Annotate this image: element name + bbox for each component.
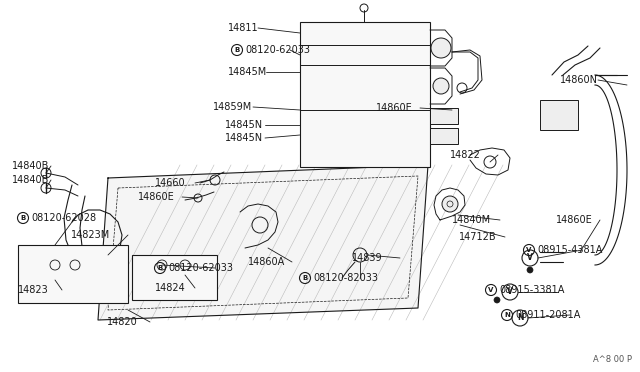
Text: 14712B: 14712B	[459, 232, 497, 242]
Text: N: N	[516, 314, 524, 323]
Text: B: B	[302, 275, 308, 281]
Text: 14859M: 14859M	[213, 102, 252, 112]
Text: B: B	[20, 215, 26, 221]
Text: 14860N: 14860N	[560, 75, 598, 85]
Text: 08120-62033: 08120-62033	[168, 263, 233, 273]
Text: 14860E: 14860E	[376, 103, 413, 113]
Text: 14820: 14820	[107, 317, 138, 327]
Bar	[540, 100, 578, 130]
Text: A^8 00 P: A^8 00 P	[593, 355, 632, 364]
Circle shape	[494, 297, 500, 303]
Text: V: V	[527, 253, 533, 263]
Text: V: V	[488, 287, 493, 293]
Text: V: V	[526, 247, 532, 253]
Text: 14660: 14660	[155, 178, 186, 188]
Text: N: N	[504, 312, 510, 318]
Circle shape	[527, 267, 533, 273]
Circle shape	[431, 38, 451, 58]
Text: 14811: 14811	[228, 23, 259, 33]
Text: V: V	[507, 288, 513, 296]
Text: B: B	[234, 47, 239, 53]
Bar	[132, 255, 217, 300]
Text: B: B	[157, 265, 163, 271]
Text: 08915-4381A: 08915-4381A	[537, 245, 602, 255]
Text: 14845N: 14845N	[225, 120, 263, 130]
Text: 08915-3381A: 08915-3381A	[499, 285, 564, 295]
Text: 14823: 14823	[18, 285, 49, 295]
Bar	[300, 22, 430, 167]
Text: 08120-62028: 08120-62028	[31, 213, 96, 223]
Text: 14839: 14839	[352, 253, 383, 263]
Text: 14822: 14822	[450, 150, 481, 160]
Text: 14845M: 14845M	[228, 67, 268, 77]
Bar	[430, 128, 458, 144]
Bar	[430, 108, 458, 124]
Text: 08120-62033: 08120-62033	[245, 45, 310, 55]
Text: 14840M: 14840M	[452, 215, 491, 225]
Circle shape	[433, 78, 449, 94]
Text: 14860E: 14860E	[556, 215, 593, 225]
Bar	[18, 245, 128, 303]
Text: 14860E: 14860E	[138, 192, 175, 202]
Text: 14840B: 14840B	[12, 161, 49, 171]
Text: 08911-2081A: 08911-2081A	[515, 310, 580, 320]
Text: 08120-82033: 08120-82033	[313, 273, 378, 283]
Circle shape	[442, 196, 458, 212]
Text: 14823M: 14823M	[71, 230, 110, 240]
Polygon shape	[98, 165, 428, 320]
Text: 14860A: 14860A	[248, 257, 285, 267]
Text: 14845N: 14845N	[225, 133, 263, 143]
Text: 14824: 14824	[155, 283, 186, 293]
Text: 14840B: 14840B	[12, 175, 49, 185]
